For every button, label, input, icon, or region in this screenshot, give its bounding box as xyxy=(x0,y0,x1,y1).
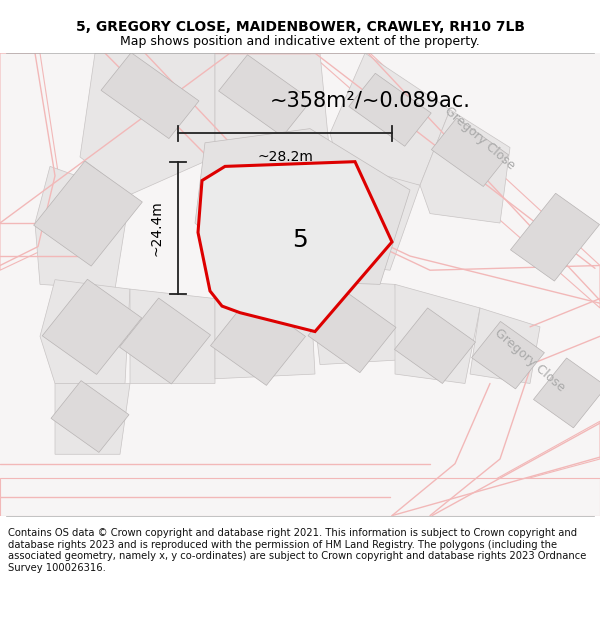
Polygon shape xyxy=(310,279,400,364)
Polygon shape xyxy=(511,193,599,281)
Polygon shape xyxy=(330,53,450,185)
Polygon shape xyxy=(55,384,130,454)
Polygon shape xyxy=(470,308,540,384)
Polygon shape xyxy=(431,118,509,186)
Polygon shape xyxy=(35,166,130,289)
Polygon shape xyxy=(101,52,199,139)
Polygon shape xyxy=(308,291,396,372)
Polygon shape xyxy=(394,308,476,384)
Polygon shape xyxy=(349,73,431,146)
Text: Gregory Close: Gregory Close xyxy=(492,326,568,394)
Polygon shape xyxy=(215,53,330,195)
Text: Contains OS data © Crown copyright and database right 2021. This information is : Contains OS data © Crown copyright and d… xyxy=(8,528,586,573)
Text: Gregory Close: Gregory Close xyxy=(442,104,518,172)
Polygon shape xyxy=(310,150,400,230)
Polygon shape xyxy=(472,321,544,389)
Text: ~24.4m: ~24.4m xyxy=(149,200,163,256)
Text: ~358m²/~0.089ac.: ~358m²/~0.089ac. xyxy=(270,91,471,111)
Polygon shape xyxy=(395,284,480,384)
Text: ~28.2m: ~28.2m xyxy=(257,150,313,164)
Polygon shape xyxy=(42,279,142,374)
Polygon shape xyxy=(420,110,510,223)
Polygon shape xyxy=(0,53,60,270)
Polygon shape xyxy=(211,297,305,386)
Polygon shape xyxy=(310,53,600,308)
Polygon shape xyxy=(119,298,211,384)
Polygon shape xyxy=(390,421,600,516)
Polygon shape xyxy=(34,161,142,266)
Polygon shape xyxy=(40,279,130,384)
Polygon shape xyxy=(218,55,311,136)
Polygon shape xyxy=(533,358,600,428)
Polygon shape xyxy=(215,284,315,379)
Text: Map shows position and indicative extent of the property.: Map shows position and indicative extent… xyxy=(120,35,480,48)
Polygon shape xyxy=(195,129,410,284)
Polygon shape xyxy=(80,53,215,195)
Polygon shape xyxy=(0,478,600,516)
Text: 5, GREGORY CLOSE, MAIDENBOWER, CRAWLEY, RH10 7LB: 5, GREGORY CLOSE, MAIDENBOWER, CRAWLEY, … xyxy=(76,20,524,34)
Polygon shape xyxy=(198,162,392,332)
Polygon shape xyxy=(130,289,215,384)
Polygon shape xyxy=(51,381,129,452)
Text: 5: 5 xyxy=(292,228,308,252)
Polygon shape xyxy=(295,162,420,270)
